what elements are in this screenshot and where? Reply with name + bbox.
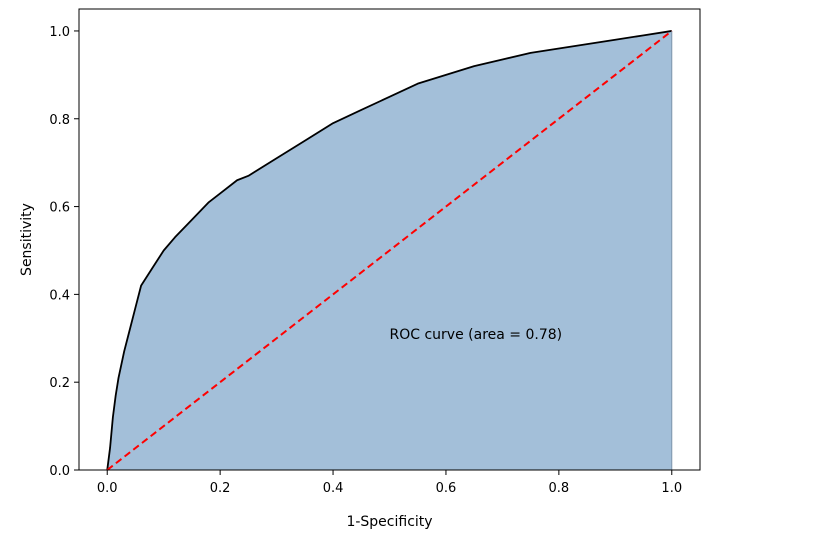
x-tick-label: 1.0 bbox=[661, 481, 682, 496]
x-tick-label: 0.6 bbox=[436, 481, 457, 496]
x-tick-label: 0.4 bbox=[323, 481, 344, 496]
x-tick-label: 0.0 bbox=[97, 481, 118, 496]
plot-frame bbox=[78, 8, 701, 471]
x-axis-label: 1-Specificity bbox=[346, 514, 432, 530]
y-tick-label: 0.2 bbox=[49, 376, 70, 391]
y-tick-label: 0.6 bbox=[49, 201, 70, 216]
roc-curve-line bbox=[106, 30, 672, 471]
y-tick-label: 0.4 bbox=[49, 288, 70, 303]
y-tick-label: 0.8 bbox=[49, 113, 70, 128]
x-tick-label: 0.8 bbox=[549, 481, 570, 496]
y-tick-label: 1.0 bbox=[49, 25, 70, 40]
chance-diagonal-line bbox=[106, 30, 673, 471]
roc-area-annotation: ROC curve (area = 0.78) bbox=[390, 327, 563, 343]
y-tick-label: 0.0 bbox=[49, 464, 70, 479]
plot-area bbox=[106, 30, 673, 471]
y-axis-label: Sensitivity bbox=[19, 203, 35, 276]
x-tick-label: 0.2 bbox=[210, 481, 231, 496]
axes: 0.0 0.2 0.4 0.6 0.8 1.0 0.0 0.2 0.4 0.6 0.8 1.0 bbox=[49, 8, 701, 496]
